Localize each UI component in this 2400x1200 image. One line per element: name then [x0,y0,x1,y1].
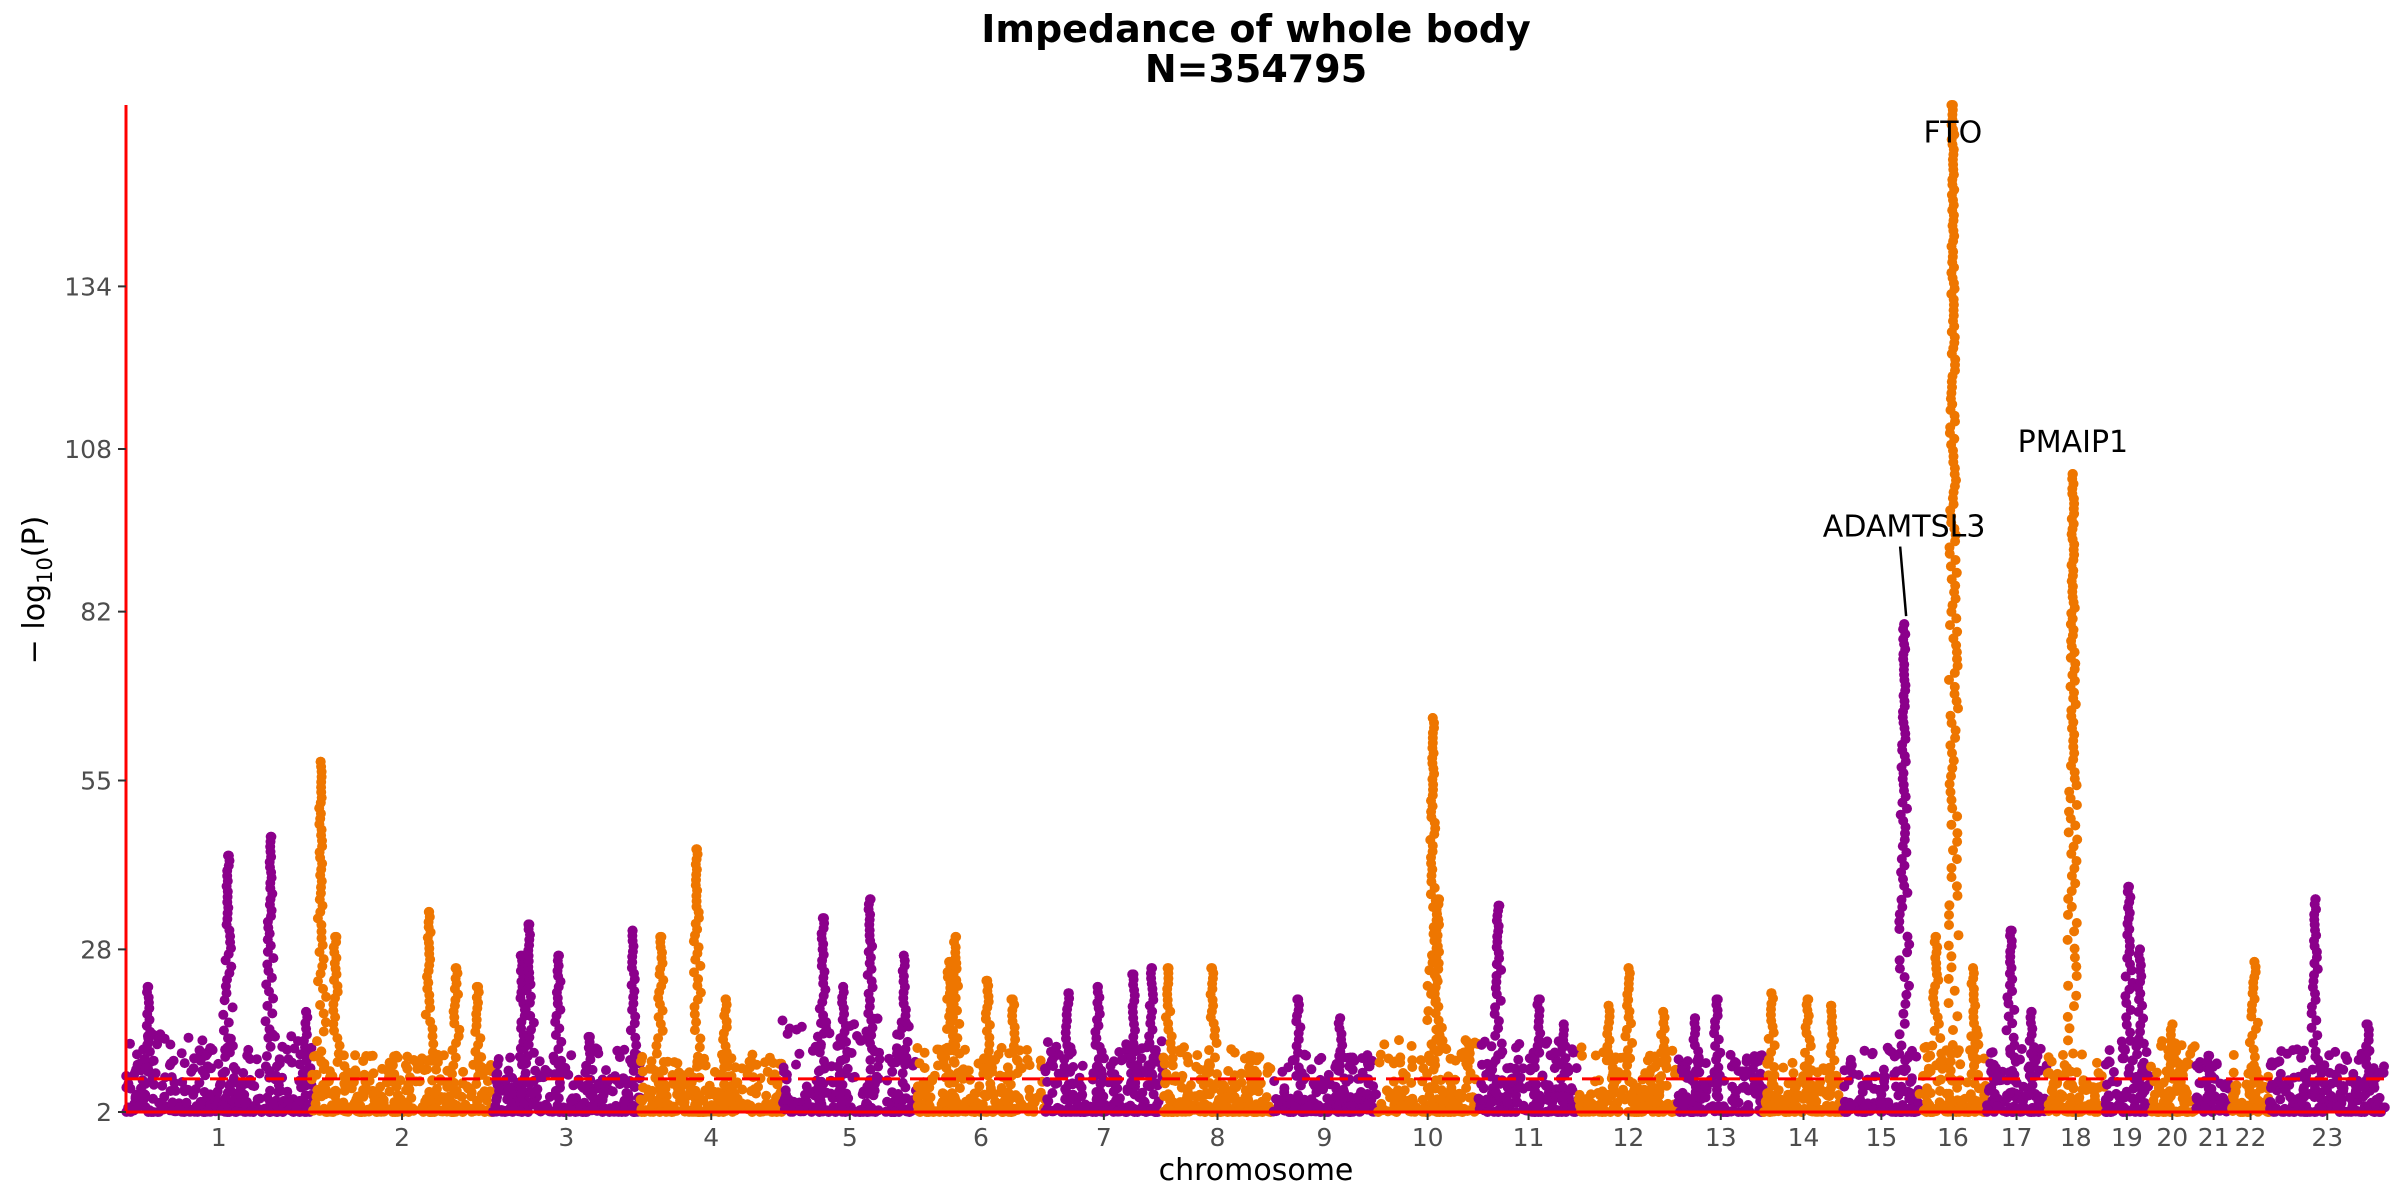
y-tick-label: 82 [80,598,112,627]
chromosome-3-points [487,919,645,1117]
annotations: FTO PMAIP1 ADAMTSL3 [1823,116,2128,617]
x-tick-label: 8 [1210,1123,1226,1152]
x-tick-label: 14 [1788,1123,1820,1152]
chromosome-6-points [912,931,1050,1117]
chromosome-7-points [1040,963,1168,1117]
x-tick-label: 3 [558,1123,574,1152]
chromosome-19-points [2100,881,2154,1117]
x-tick-label: 19 [2111,1123,2143,1152]
annotation-leader [1898,546,1908,617]
x-tick-label: 7 [1096,1123,1112,1152]
x-tick-label: 5 [842,1123,858,1152]
x-tick-label: 11 [1513,1123,1545,1152]
y-tick-label: 108 [64,435,112,464]
x-tick-label: 13 [1705,1123,1737,1152]
x-axis-title: chromosome [1159,1153,1354,1188]
chromosome-12-points [1573,963,1682,1117]
annotation-fto: FTO [1924,116,1983,151]
x-tick-label: 20 [2156,1123,2188,1152]
y-tick-label: 55 [80,767,112,796]
x-tick-label: 15 [1865,1123,1897,1152]
x-tick-label: 12 [1612,1123,1644,1152]
x-tick-label: 21 [2198,1123,2230,1152]
annotation-pmaip1: PMAIP1 [2018,425,2129,460]
y-tick-label: 134 [64,272,112,301]
chromosome-16-points [1914,100,1991,1117]
x-tick-label: 4 [703,1123,719,1152]
y-tick-label: 28 [80,935,112,964]
x-tick-label: 23 [2311,1123,2343,1152]
chart-title: Impedance of whole body [981,7,1531,51]
chromosome-14-points [1758,988,1847,1117]
x-tick-label: 9 [1316,1123,1332,1152]
x-tick-label: 1 [211,1123,227,1152]
chromosome-10-points [1373,713,1484,1117]
chromosome-17-points [1981,925,2052,1117]
axes: 1 2 3 4 5 6 7 8 9 10 11 12 13 14 15 16 17 18 19 20 21 22 23228… [64,105,2385,1152]
chromosome-13-points [1673,994,1768,1117]
chromosome-9-points [1268,994,1381,1117]
annotation-adamtsl3: ADAMTSL3 [1823,510,1986,545]
chromosome-18-points [2042,469,2110,1117]
chromosome-23-points [2264,894,2390,1117]
x-tick-label: 18 [2060,1123,2092,1152]
chromosome-15-points [1838,619,1924,1117]
chromosome-1-points [121,831,317,1117]
chromosome-8-points [1158,963,1277,1117]
chromosome-4-points [635,844,788,1117]
x-tick-label: 10 [1412,1123,1444,1152]
y-axis-title: − log10(P) [17,516,57,665]
y-tick-label: 2 [96,1098,112,1127]
x-tick-label: 6 [973,1123,989,1152]
data-points [121,100,2390,1117]
chromosome-11-points [1473,900,1584,1117]
x-tick-label: 2 [394,1123,410,1152]
chromosome-20-points [2146,1019,2200,1117]
chart-subtitle: N=354795 [1145,47,1367,91]
chromosome-2-points [306,756,497,1117]
x-tick-label: 22 [2235,1123,2267,1152]
chromosome-5-points [777,894,922,1117]
chromosome-22-points [2227,956,2275,1117]
x-tick-label: 16 [1937,1123,1969,1152]
x-tick-label: 17 [2001,1123,2033,1152]
